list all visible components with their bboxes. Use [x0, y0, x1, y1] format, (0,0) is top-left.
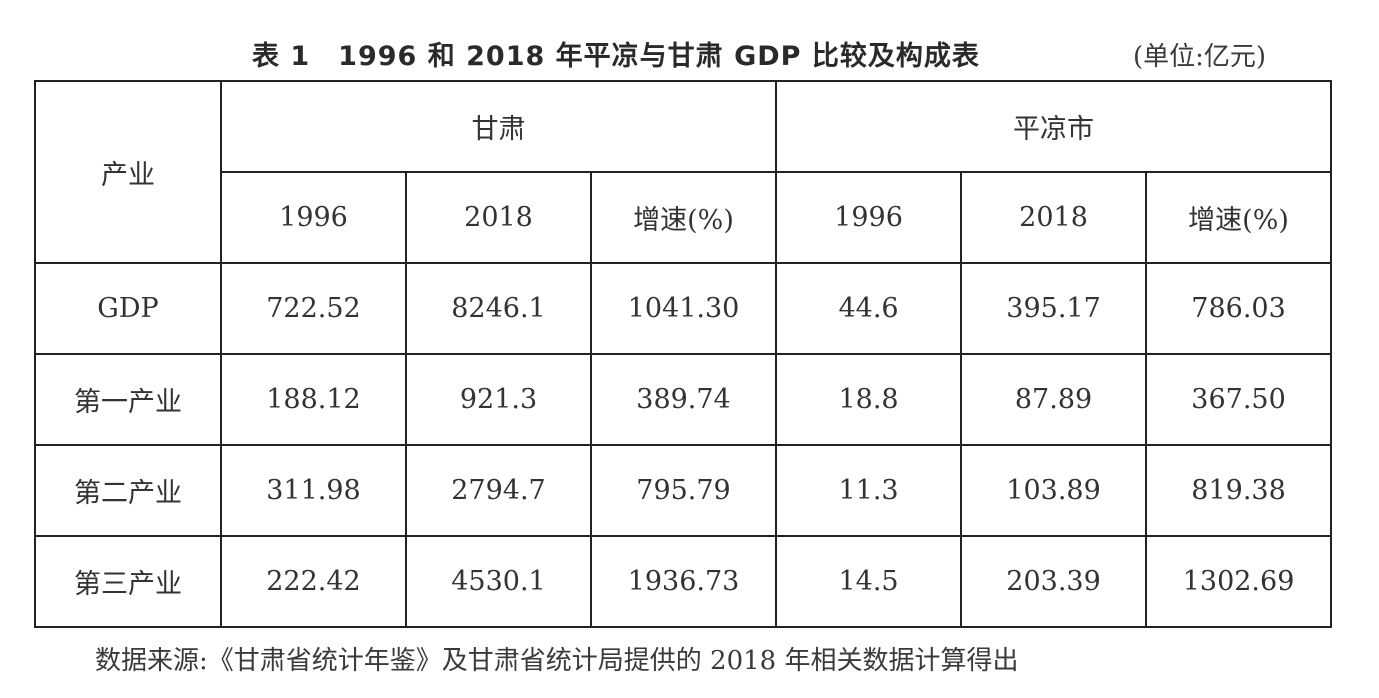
- unit-note: (单位:亿元): [1133, 42, 1267, 72]
- table-row: 第一产业 188.12 921.3 389.74 18.8 87.89 367.…: [34, 353, 1333, 446]
- table-cell: 921.3: [405, 353, 592, 446]
- table-cell: 222.42: [220, 535, 407, 628]
- group-header-gansu: 甘肃: [219, 80, 778, 173]
- row-label: GDP: [34, 262, 222, 355]
- table-cell: 14.5: [775, 535, 963, 628]
- gdp-table: 产业 甘肃 平凉市 1996 2018 增速(%) 1996 2018 增速(%…: [34, 80, 1333, 628]
- table-cell: 722.52: [220, 262, 407, 355]
- table-cell: 4530.1: [405, 535, 592, 628]
- subheader-gansu-1996: 1996: [220, 171, 407, 264]
- table-cell: 44.6: [775, 262, 963, 355]
- table-cell: 103.89: [960, 444, 1148, 537]
- table-cell: 1302.69: [1145, 535, 1333, 628]
- table-cell: 18.8: [775, 353, 963, 446]
- subheader-pingliang-growth: 增速(%): [1145, 171, 1333, 264]
- table-cell: 203.39: [960, 535, 1148, 628]
- table-subheader-row: 1996 2018 增速(%) 1996 2018 增速(%): [35, 171, 1333, 264]
- table-cell: 1936.73: [589, 535, 778, 628]
- table-cell: 395.17: [960, 262, 1148, 355]
- table-row: 第三产业 222.42 4530.1 1936.73 14.5 203.39 1…: [34, 535, 1333, 628]
- source-note: 数据来源:《甘肃省统计年鉴》及甘肃省统计局提供的 2018 年相关数据计算得出: [95, 646, 1019, 676]
- row-label: 第二产业: [34, 444, 222, 537]
- table-title: 表 1 1996 和 2018 年平凉与甘肃 GDP 比较及构成表: [252, 41, 980, 72]
- row-label: 第三产业: [34, 535, 222, 628]
- table-cell: 367.50: [1145, 353, 1333, 446]
- table-caption: 表 1 1996 和 2018 年平凉与甘肃 GDP 比较及构成表 (单位:亿元…: [0, 30, 1379, 78]
- table-cell: 8246.1: [405, 262, 592, 355]
- table-cell: 1041.30: [589, 262, 778, 355]
- subheader-gansu-growth: 增速(%): [589, 171, 778, 264]
- table-cell: 87.89: [960, 353, 1148, 446]
- table-cell: 786.03: [1145, 262, 1333, 355]
- row-header-industry: 产业: [34, 80, 222, 264]
- subheader-gansu-2018: 2018: [405, 171, 592, 264]
- table-cell: 795.79: [589, 444, 778, 537]
- table-cell: 188.12: [220, 353, 407, 446]
- table-cell: 819.38: [1145, 444, 1333, 537]
- group-header-pingliang: 平凉市: [775, 80, 1333, 173]
- table-row: GDP 722.52 8246.1 1041.30 44.6 395.17 78…: [34, 262, 1333, 355]
- table-cell: 11.3: [775, 444, 963, 537]
- subheader-pingliang-2018: 2018: [960, 171, 1148, 264]
- table-cell: 311.98: [220, 444, 407, 537]
- row-label: 第一产业: [34, 353, 222, 446]
- subheader-pingliang-1996: 1996: [775, 171, 963, 264]
- table-cell: 389.74: [589, 353, 778, 446]
- table-row: 第二产业 311.98 2794.7 795.79 11.3 103.89 81…: [34, 444, 1333, 537]
- table-cell: 2794.7: [405, 444, 592, 537]
- table-header-row: 产业 甘肃 平凉市: [34, 80, 1333, 264]
